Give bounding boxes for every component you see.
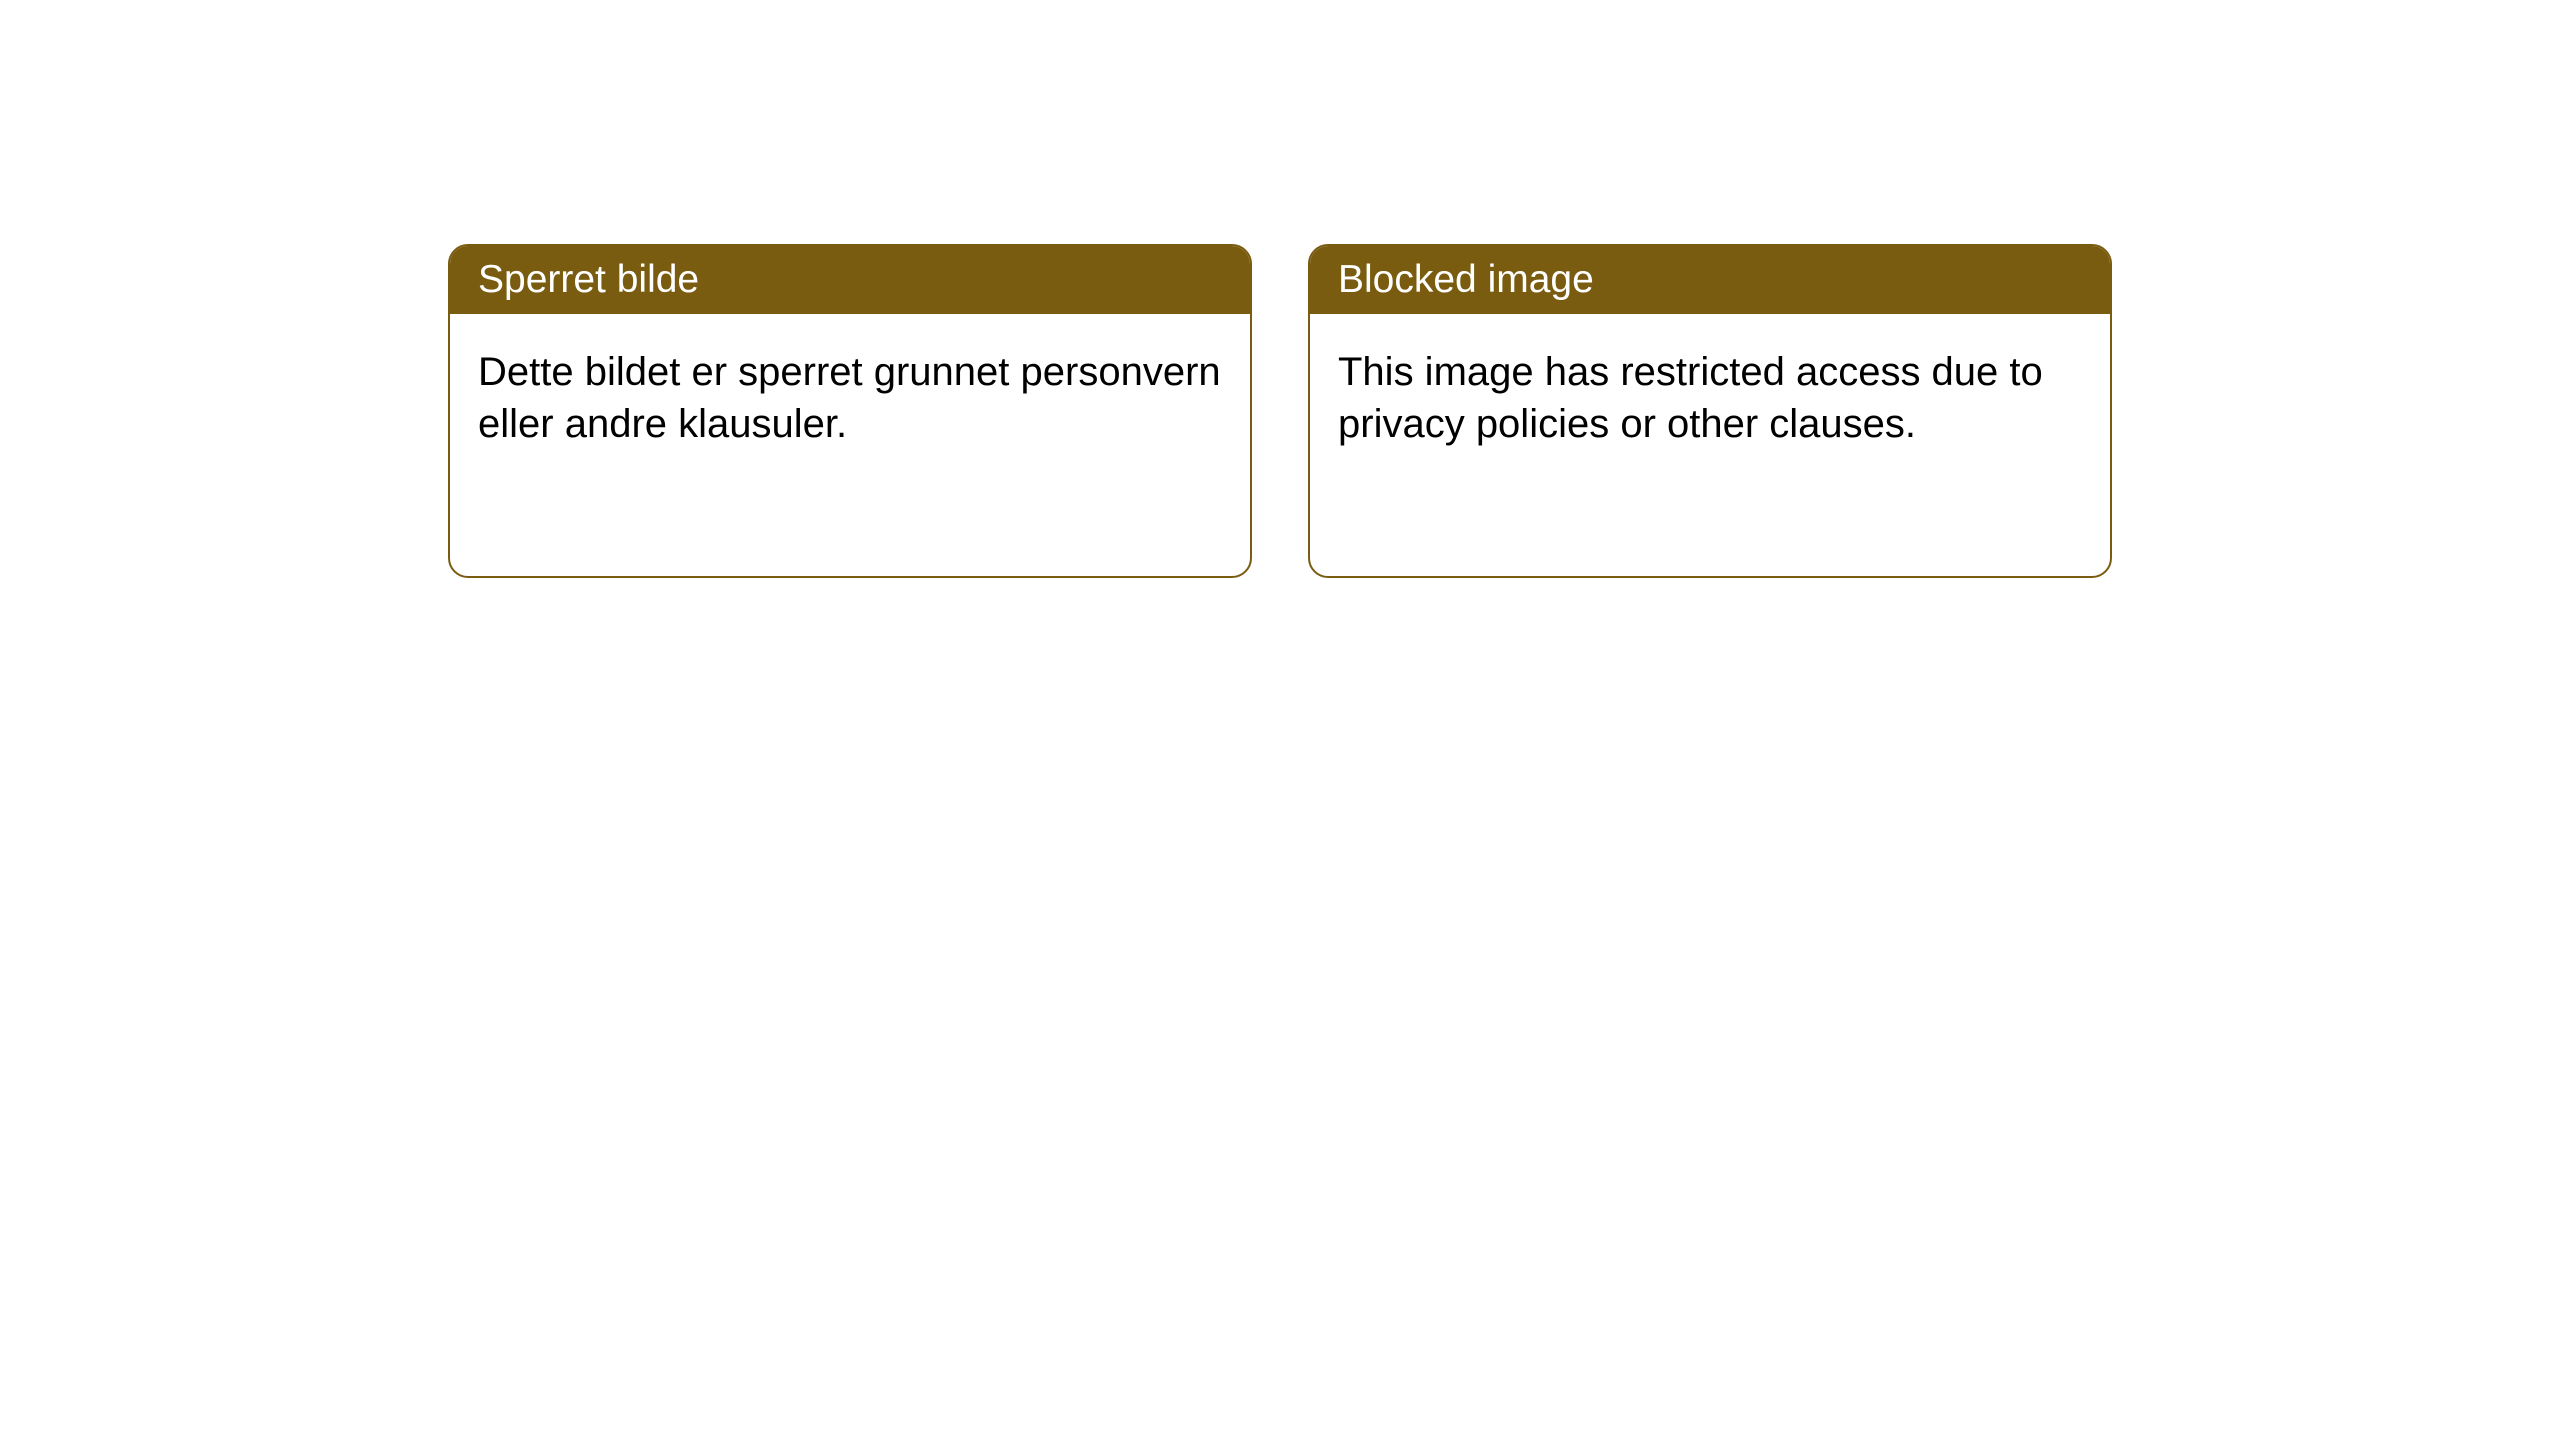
notice-card-header: Blocked image [1310, 246, 2110, 314]
notice-title: Blocked image [1338, 258, 1594, 301]
notice-title: Sperret bilde [478, 258, 699, 301]
notice-body-text: This image has restricted access due to … [1338, 350, 2043, 446]
notice-card-header: Sperret bilde [450, 246, 1250, 314]
notice-body-text: Dette bildet er sperret grunnet personve… [478, 350, 1221, 446]
notice-card-norwegian: Sperret bilde Dette bildet er sperret gr… [448, 244, 1252, 578]
notice-card-body: Dette bildet er sperret grunnet personve… [450, 314, 1250, 482]
notice-container: Sperret bilde Dette bildet er sperret gr… [0, 0, 2560, 578]
notice-card-body: This image has restricted access due to … [1310, 314, 2110, 482]
notice-card-english: Blocked image This image has restricted … [1308, 244, 2112, 578]
